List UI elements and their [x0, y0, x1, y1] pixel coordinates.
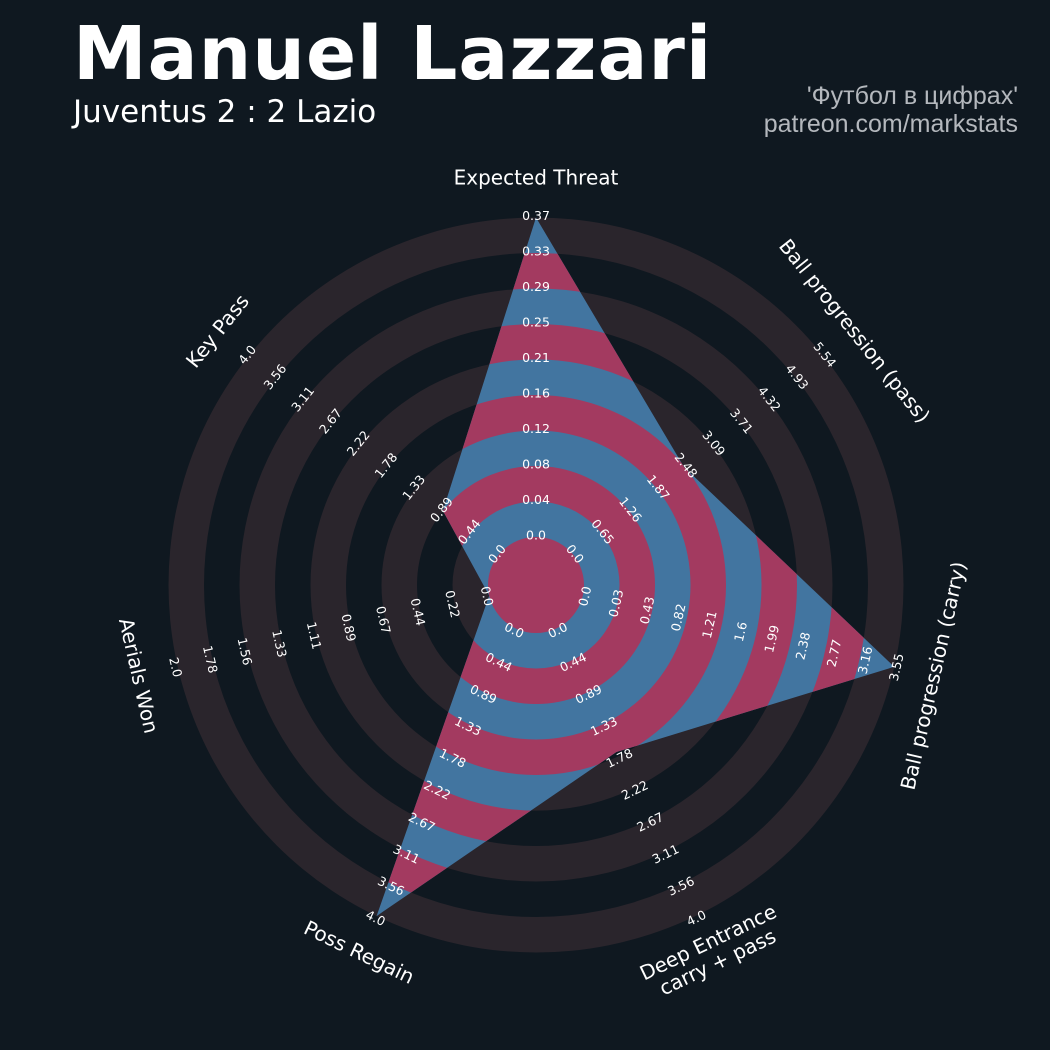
tick-label: 0.82	[668, 602, 689, 632]
tick-label: 0.08	[522, 457, 550, 472]
player-name-title: Manuel Lazzari	[73, 11, 713, 97]
tick-label: 0.37	[522, 208, 550, 223]
param-label-line: Expected Threat	[454, 166, 619, 190]
tick-label: 2.77	[824, 638, 845, 668]
polygon-core	[488, 537, 584, 633]
tick-label: 0.29	[522, 279, 550, 294]
polygon-band	[417, 466, 655, 704]
tick-label: 0.44	[408, 597, 429, 628]
tick-label: 1.33	[269, 628, 290, 658]
param-label: Aerials Won	[114, 616, 164, 736]
tick-label: 2.0	[166, 656, 185, 679]
param-label-line: Aerials Won	[114, 616, 164, 736]
tick-label: 3.16	[855, 645, 876, 676]
tick-label: 1.56	[235, 636, 256, 667]
tick-label: 0.25	[522, 315, 550, 330]
tick-label: 0.43	[637, 595, 658, 625]
tick-label: 2.38	[792, 631, 813, 662]
tick-label: 0.16	[522, 386, 550, 401]
tick-label: 0.21	[522, 350, 550, 365]
tick-label: 1.11	[304, 620, 325, 650]
tick-label: 1.78	[200, 644, 221, 675]
match-subtitle: Juventus 2 : 2 Lazio	[73, 94, 377, 130]
tick-label: 0.0	[526, 528, 546, 543]
tick-label: 0.22	[442, 589, 463, 619]
param-label: Expected Threat	[454, 166, 619, 190]
credit-url: patreon.com/markstats	[763, 110, 1018, 138]
tick-label: 3.55	[886, 652, 907, 682]
credit-source: 'Футбол в цифрах'	[806, 82, 1018, 110]
param-label-line: Ball progression (carry)	[896, 559, 971, 792]
param-label: Ball progression (carry)	[896, 559, 971, 792]
tick-label: 0.89	[338, 612, 359, 643]
tick-label: 0.67	[373, 605, 394, 635]
tick-label: 0.04	[522, 492, 550, 507]
tick-label: 0.0	[575, 585, 594, 608]
tick-label: 0.0	[478, 585, 497, 608]
tick-label: 1.21	[699, 609, 720, 639]
tick-label: 0.33	[522, 244, 550, 259]
tick-label: 0.12	[522, 421, 550, 436]
tick-label: 1.99	[761, 624, 782, 655]
tick-label: 1.6	[731, 620, 750, 643]
tick-label: 0.03	[605, 588, 626, 618]
